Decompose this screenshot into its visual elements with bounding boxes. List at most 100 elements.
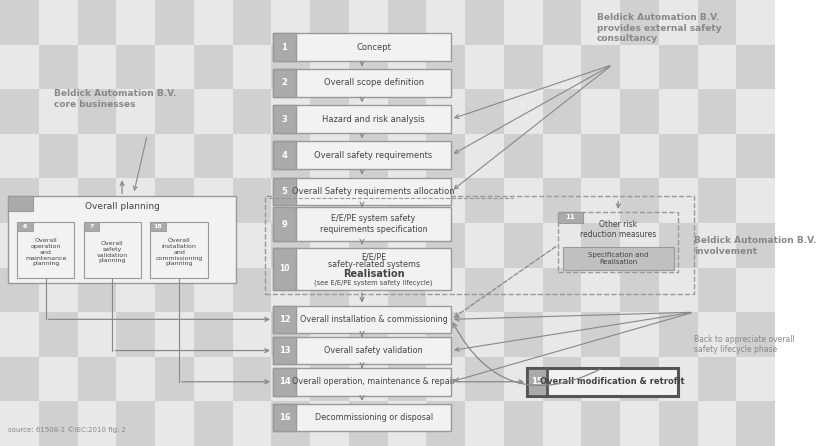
- Text: 5: 5: [281, 187, 287, 196]
- Text: Hazard and risk analysis: Hazard and risk analysis: [322, 115, 425, 124]
- Bar: [0, 357, 39, 401]
- Bar: [193, 178, 232, 223]
- Bar: [39, 312, 77, 357]
- Bar: [39, 268, 77, 312]
- Bar: [273, 404, 452, 431]
- Bar: [271, 178, 310, 223]
- Bar: [273, 69, 452, 97]
- Text: 18: 18: [154, 224, 163, 229]
- Bar: [271, 312, 310, 357]
- Bar: [349, 268, 388, 312]
- Text: Overall operation, maintenance & repair: Overall operation, maintenance & repair: [292, 377, 456, 386]
- Bar: [427, 357, 465, 401]
- Bar: [39, 401, 77, 446]
- Bar: [504, 312, 543, 357]
- Text: 14: 14: [279, 377, 290, 386]
- Bar: [620, 312, 659, 357]
- Bar: [427, 178, 465, 223]
- Bar: [736, 357, 775, 401]
- Bar: [116, 134, 155, 178]
- Bar: [581, 223, 620, 268]
- Bar: [7, 196, 237, 283]
- Bar: [349, 312, 388, 357]
- Bar: [527, 368, 547, 396]
- Text: Beldick Automation B.V.
involvement: Beldick Automation B.V. involvement: [694, 236, 816, 256]
- Bar: [504, 401, 543, 446]
- Text: 10: 10: [279, 264, 290, 273]
- Bar: [271, 268, 310, 312]
- Bar: [388, 89, 427, 134]
- Text: Beldick Automation B.V.
core businesses: Beldick Automation B.V. core businesses: [54, 89, 177, 108]
- Bar: [155, 134, 193, 178]
- Bar: [273, 248, 296, 290]
- Bar: [349, 357, 388, 401]
- Bar: [563, 247, 674, 270]
- Text: Overall
safety
validation
planning: Overall safety validation planning: [97, 241, 128, 264]
- Bar: [543, 357, 581, 401]
- Bar: [465, 134, 504, 178]
- Bar: [504, 268, 543, 312]
- Bar: [116, 178, 155, 223]
- Bar: [698, 89, 736, 134]
- Bar: [736, 0, 775, 45]
- Bar: [271, 223, 310, 268]
- Bar: [232, 357, 271, 401]
- Bar: [465, 0, 504, 45]
- Bar: [77, 178, 116, 223]
- Bar: [659, 178, 698, 223]
- Text: 13: 13: [279, 346, 290, 355]
- Bar: [388, 45, 427, 89]
- Bar: [581, 312, 620, 357]
- Bar: [273, 248, 452, 290]
- Bar: [543, 268, 581, 312]
- Text: (see E/E/PE system safety lifecycle): (see E/E/PE system safety lifecycle): [315, 279, 432, 285]
- Text: E/E/PE: E/E/PE: [361, 252, 386, 261]
- Bar: [427, 223, 465, 268]
- Bar: [388, 268, 427, 312]
- Bar: [558, 212, 583, 223]
- Bar: [232, 0, 271, 45]
- Bar: [698, 178, 736, 223]
- Bar: [427, 0, 465, 45]
- Bar: [77, 401, 116, 446]
- Bar: [310, 401, 349, 446]
- Bar: [232, 223, 271, 268]
- Bar: [388, 178, 427, 223]
- Bar: [77, 45, 116, 89]
- Bar: [273, 178, 296, 205]
- Bar: [39, 45, 77, 89]
- Bar: [465, 312, 504, 357]
- Bar: [581, 401, 620, 446]
- Bar: [543, 134, 581, 178]
- Bar: [273, 141, 452, 169]
- Bar: [504, 0, 543, 45]
- Bar: [116, 312, 155, 357]
- Text: Overall planning: Overall planning: [85, 202, 159, 211]
- Bar: [273, 69, 296, 97]
- Text: 16: 16: [279, 413, 290, 422]
- Bar: [527, 368, 678, 396]
- Text: 2: 2: [281, 78, 287, 87]
- Bar: [659, 223, 698, 268]
- Bar: [271, 357, 310, 401]
- Bar: [736, 134, 775, 178]
- Bar: [271, 401, 310, 446]
- Bar: [193, 89, 232, 134]
- Bar: [620, 268, 659, 312]
- Bar: [273, 33, 452, 61]
- Bar: [116, 0, 155, 45]
- Bar: [271, 134, 310, 178]
- Bar: [427, 89, 465, 134]
- Bar: [659, 357, 698, 401]
- Bar: [427, 268, 465, 312]
- Bar: [310, 357, 349, 401]
- Text: Decommissioning or disposal: Decommissioning or disposal: [315, 413, 432, 422]
- Text: Overall scope definition: Overall scope definition: [324, 78, 423, 87]
- Bar: [17, 222, 32, 231]
- Bar: [193, 0, 232, 45]
- Bar: [620, 223, 659, 268]
- Bar: [271, 45, 310, 89]
- Bar: [193, 401, 232, 446]
- Bar: [310, 0, 349, 45]
- Bar: [77, 134, 116, 178]
